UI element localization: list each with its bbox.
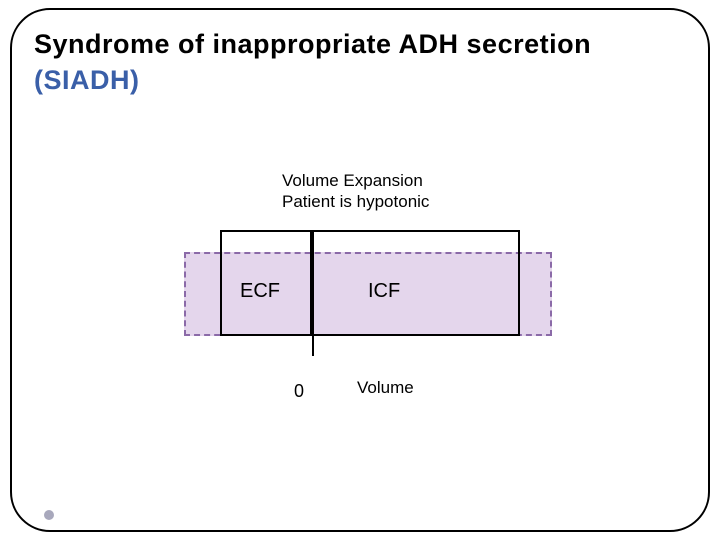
axis-x-label: Volume bbox=[357, 377, 414, 398]
slide-title-main: Syndrome of inappropriate ADH secretion bbox=[34, 28, 686, 62]
icf-label: ICF bbox=[368, 280, 400, 303]
compartment-diagram: ECF ICF bbox=[184, 230, 552, 358]
icf-compartment bbox=[312, 230, 520, 336]
diagram-caption: Volume Expansion Patient is hypotonic bbox=[282, 170, 429, 213]
slide-bullet-icon bbox=[44, 510, 54, 520]
caption-line-2: Patient is hypotonic bbox=[282, 191, 429, 212]
slide-title-sub: (SIADH) bbox=[34, 64, 686, 98]
caption-line-1: Volume Expansion bbox=[282, 170, 429, 191]
axis-origin-tick bbox=[312, 336, 314, 356]
slide-frame: Syndrome of inappropriate ADH secretion … bbox=[10, 8, 710, 532]
axis-zero-label: 0 bbox=[294, 380, 304, 403]
ecf-label: ECF bbox=[240, 280, 280, 303]
